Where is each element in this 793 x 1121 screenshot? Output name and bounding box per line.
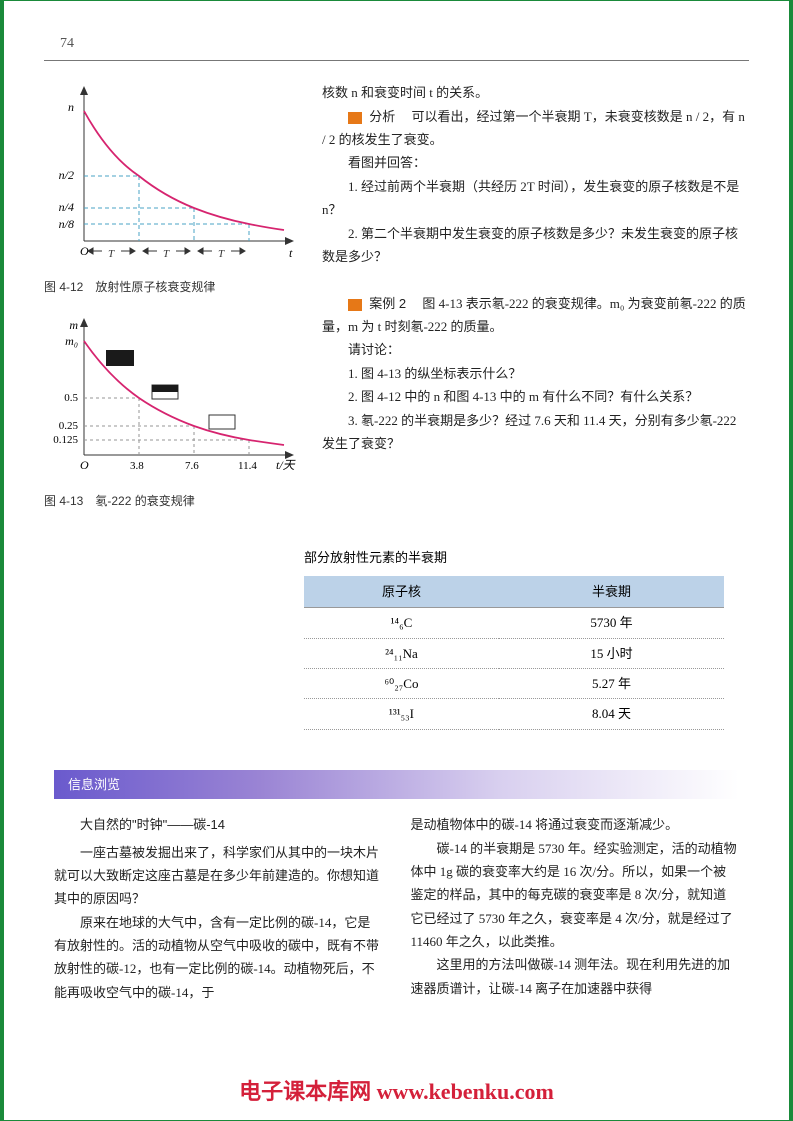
info-p4: 碳-14 的半衰期是 5730 年。经实验测定，活的动植物体中 1g 碳的衰变率… [411,837,740,954]
info-section: 信息浏览 大自然的"时钟"——碳-14 一座古墓被发掘出来了，科学家们从其中的一… [44,770,749,1005]
table-row: ⁶⁰₂₇Co 5.27 年 [304,668,724,698]
th-halflife: 半衰期 [499,576,724,608]
svg-text:7.6: 7.6 [185,460,199,472]
watermark-text: 电子课本库网 [239,1079,371,1104]
cell-halflife: 5730 年 [499,608,724,638]
d3: 3. 氡-222 的半衰期是多少？经过 7.6 天和 11.4 天，分别有多少氡… [322,409,749,456]
table-row: ¹³¹₅₃I 8.04 天 [304,699,724,729]
info-p5: 这里用的方法叫做碳-14 测年法。现在利用先进的加速器质谱计，让碳-14 离子在… [411,953,740,1000]
info-banner: 信息浏览 [54,770,739,799]
svg-text:n/4: n/4 [59,200,74,214]
info-p2: 原来在地球的大气中，含有一定比例的碳-14，它是有放射性的。活的动植物从空气中吸… [54,911,383,1005]
q2: 2. 第二个半衰期中发生衰变的原子核数是多少？未发生衰变的原子核数是多少？ [322,222,749,269]
halflife-table-wrap: 部分放射性元素的半衰期 原子核 半衰期 ¹⁴₆C 5730 年 ²⁴₁₁Na 1… [304,546,749,729]
case2-line: 案例 2 图 4-13 表示氡-222 的衰变规律。m₀ 为衰变前氡-222 的… [322,292,749,339]
table-row: ¹⁴₆C 5730 年 [304,608,724,638]
svg-text:11.4: 11.4 [238,460,257,472]
cell-halflife: 5.27 年 [499,668,724,698]
svg-text:3.8: 3.8 [130,460,144,472]
chart2-caption: 图 4-13 氡-222 的衰变规律 [44,491,304,513]
d1: 1. 图 4-13 的纵坐标表示什么？ [322,362,749,385]
case2-label: 案例 2 [369,296,406,311]
svg-text:0.5: 0.5 [64,392,78,404]
q1: 1. 经过前两个半衰期（共经历 2T 时间），发生衰变的原子核数是不是 n？ [322,175,749,222]
info-body: 大自然的"时钟"——碳-14 一座古墓被发掘出来了，科学家们从其中的一块木片就可… [54,813,739,1004]
orange-label-icon-2 [348,299,362,311]
svg-text:n/2: n/2 [59,168,74,182]
svg-text:n: n [68,100,74,114]
cell-nucleus: ¹³¹₅₃I [304,699,499,729]
top-rule [44,60,749,61]
svg-text:n/8: n/8 [59,217,74,231]
svg-text:T: T [163,248,170,260]
halflife-table: 原子核 半衰期 ¹⁴₆C 5730 年 ²⁴₁₁Na 15 小时 ⁶⁰₂₇Co … [304,576,724,730]
left-column: n n/2 n/4 n/8 O T [44,81,304,528]
cell-halflife: 15 小时 [499,638,724,668]
analysis-line: 分析 可以看出，经过第一个半衰期 T，未衰变核数是 n / 2，有 n / 2 … [322,105,749,152]
table-row: ²⁴₁₁Na 15 小时 [304,638,724,668]
main-columns: n n/2 n/4 n/8 O T [44,81,749,528]
decay-curve-n: n n/2 n/4 n/8 O T [44,81,304,271]
table-header-row: 原子核 半衰期 [304,576,724,608]
svg-text:O: O [80,458,89,472]
q-intro: 看图并回答： [322,151,749,174]
chart-4-13: m m₀ 0.5 0.25 0.125 [44,315,304,513]
svg-text:m₀: m₀ [65,334,78,348]
info-p1: 一座古墓被发掘出来了，科学家们从其中的一块木片就可以大致断定这座古墓是在多少年前… [54,841,383,911]
cell-nucleus: ²⁴₁₁Na [304,638,499,668]
svg-text:t/天: t/天 [276,458,297,472]
svg-text:m: m [69,318,78,332]
cell-nucleus: ⁶⁰₂₇Co [304,668,499,698]
svg-text:0.25: 0.25 [59,420,79,432]
decay-curve-m: m m₀ 0.5 0.25 0.125 [44,315,304,485]
watermark: 电子课本库网 www.kebenku.com [4,1072,789,1112]
d2: 2. 图 4-12 中的 n 和图 4-13 中的 m 有什么不同？有什么关系？ [322,385,749,408]
chart1-caption: 图 4-12 放射性原子核衰变规律 [44,277,304,299]
table-title: 部分放射性元素的半衰期 [304,546,749,569]
analysis-label: 分析 [369,109,395,124]
svg-text:0.125: 0.125 [53,434,78,446]
svg-text:t: t [289,246,293,260]
cell-halflife: 8.04 天 [499,699,724,729]
page-content: 74 n n/2 n/4 n/8 [4,1,789,1024]
orange-label-icon [348,112,362,124]
discuss-intro: 请讨论： [322,338,749,361]
cell-nucleus: ¹⁴₆C [304,608,499,638]
info-title: 大自然的"时钟"——碳-14 [54,813,383,836]
page-number: 74 [44,31,749,56]
watermark-url: www.kebenku.com [377,1079,554,1104]
info-p3: 是动植物体中的碳-14 将通过衰变而逐渐减少。 [411,813,740,836]
intro-line: 核数 n 和衰变时间 t 的关系。 [322,81,749,104]
svg-text:T: T [108,248,115,260]
th-nucleus: 原子核 [304,576,499,608]
right-column: 核数 n 和衰变时间 t 的关系。 分析 可以看出，经过第一个半衰期 T，未衰变… [322,81,749,528]
chart-4-12: n n/2 n/4 n/8 O T [44,81,304,299]
svg-text:T: T [218,248,225,260]
